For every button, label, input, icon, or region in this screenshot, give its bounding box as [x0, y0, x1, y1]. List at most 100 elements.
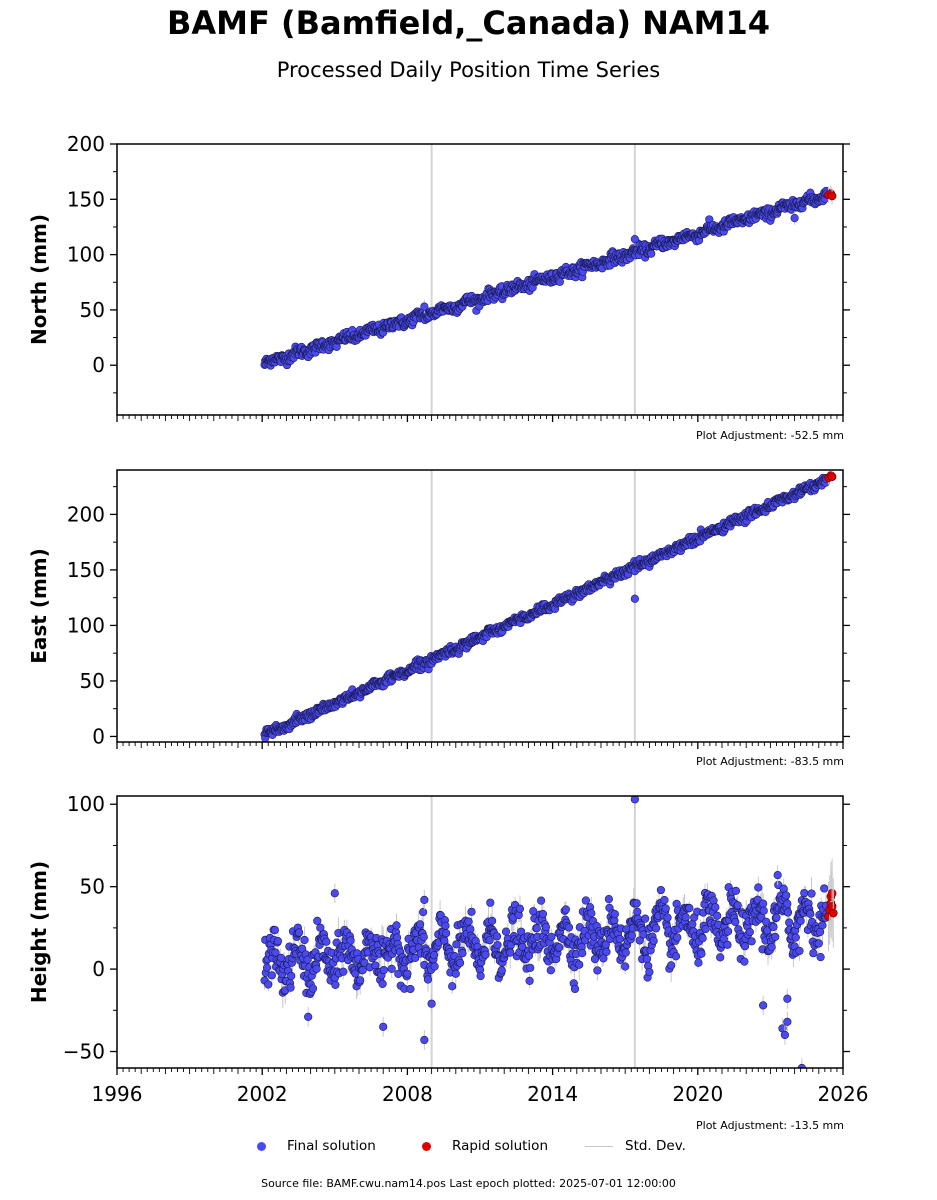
final-point: [698, 934, 707, 943]
final-point: [316, 923, 325, 932]
final-point: [809, 949, 818, 958]
final-point: [671, 952, 681, 961]
final-point: [711, 903, 720, 912]
final-point: [783, 908, 793, 917]
final-point: [555, 943, 564, 952]
final-point: [632, 899, 641, 908]
final-point: [681, 913, 690, 922]
final-point: [762, 917, 771, 926]
x-tick-label: 2008: [382, 1082, 433, 1106]
final-point: [660, 896, 669, 905]
final-point: [441, 921, 450, 930]
final-point: [767, 943, 776, 952]
final-point: [818, 921, 827, 930]
final-point: [685, 903, 694, 913]
outlier-point: [759, 1001, 768, 1010]
final-point: [488, 916, 497, 926]
final-point: [300, 935, 309, 945]
final-point: [403, 969, 412, 978]
final-point: [731, 886, 741, 895]
final-point: [656, 885, 665, 895]
final-point: [713, 911, 722, 920]
final-point: [419, 907, 428, 917]
legend-final-label: Final solution: [287, 1138, 376, 1154]
chart-title: BAMF (Bamfield,_Canada) NAM14: [166, 4, 771, 42]
final-point: [649, 936, 658, 945]
chart-subtitle: Processed Daily Position Time Series: [276, 58, 661, 82]
final-point: [740, 957, 749, 966]
final-point: [360, 958, 369, 967]
final-point: [358, 966, 367, 975]
outlier-point: [420, 302, 429, 311]
final-point: [604, 895, 613, 904]
final-point: [806, 909, 815, 918]
final-point: [541, 923, 551, 932]
y-axis-label: Height (mm): [27, 861, 51, 1003]
final-point: [621, 962, 630, 971]
y-tick-label: 100: [67, 243, 105, 267]
axes-frame: [116, 469, 844, 743]
panel-height: −50 0 50 100 1996 2002 2008 2014 2020 2026 Height …: [27, 792, 869, 1106]
plot-area: [260, 470, 837, 742]
x-tick-label: 2026: [818, 1082, 869, 1106]
final-point: [635, 936, 644, 945]
final-points: [260, 880, 831, 999]
y-tick-label: 200: [67, 502, 105, 526]
final-point: [451, 969, 460, 978]
final-point: [547, 932, 556, 942]
final-point: [486, 898, 495, 907]
final-point: [621, 948, 630, 957]
final-point: [379, 965, 388, 975]
y-tick-label: 50: [80, 875, 105, 899]
final-point: [532, 924, 541, 933]
outlier-point: [773, 871, 782, 880]
outlier-point: [330, 889, 339, 898]
final-point: [525, 976, 534, 985]
y-tick-label: −50: [63, 1040, 105, 1064]
rapid-marker-icon: [422, 1142, 431, 1151]
height-plot-adjustment: Plot Adjustment: -13.5 mm: [696, 1119, 844, 1132]
north-plot-adjustment: Plot Adjustment: -52.5 mm: [696, 429, 844, 442]
y-axis-label: East (mm): [27, 548, 51, 664]
final-point: [816, 953, 825, 962]
y-tick-label: 0: [92, 957, 105, 981]
final-point: [791, 933, 800, 942]
final-point: [807, 889, 816, 898]
final-point: [615, 934, 624, 944]
final-point: [602, 947, 611, 957]
final-point: [759, 899, 768, 908]
final-point: [526, 963, 535, 972]
y-tick-label: 150: [67, 558, 105, 582]
final-point: [814, 939, 823, 948]
final-point: [723, 940, 732, 949]
final-point: [313, 916, 322, 925]
final-point: [570, 984, 580, 994]
final-point: [667, 961, 676, 970]
final-point: [593, 966, 602, 975]
panel-east: 0 50 100 150 200 East (mm): [27, 469, 850, 749]
outlier-point: [790, 214, 799, 223]
final-point: [286, 983, 295, 992]
final-point: [694, 958, 703, 967]
final-point: [416, 920, 425, 929]
final-point: [731, 917, 740, 927]
final-point: [387, 964, 396, 974]
final-point: [497, 966, 506, 975]
final-point: [312, 964, 321, 973]
y-tick-label: 100: [67, 613, 105, 637]
final-point: [458, 949, 467, 958]
rapid-point: [829, 908, 838, 918]
final-point: [723, 927, 733, 936]
final-point: [537, 896, 546, 905]
final-point: [820, 884, 829, 893]
final-marker-icon: [257, 1142, 266, 1151]
rapid-point: [827, 472, 837, 481]
final-point: [485, 936, 494, 945]
final-point: [515, 904, 525, 913]
final-point: [651, 924, 661, 933]
final-point: [673, 933, 682, 942]
final-point: [287, 971, 296, 981]
final-point: [464, 917, 473, 926]
final-point: [267, 971, 276, 980]
